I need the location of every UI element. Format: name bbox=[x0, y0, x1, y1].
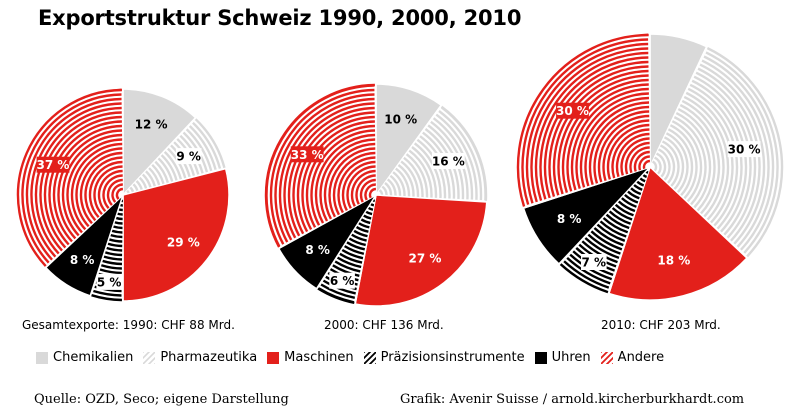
slice-label: 8 % bbox=[70, 253, 95, 267]
slice-label-bg bbox=[175, 148, 202, 165]
pie-2010: 30 % 18 % 7 % 8 % 30 % bbox=[516, 33, 784, 301]
slice-label-bg bbox=[96, 273, 122, 290]
legend-label-andere: Andere bbox=[617, 350, 665, 365]
legend-item-praezisionsinstrumente: Präzisionsinstrumente bbox=[363, 350, 525, 365]
slice-label-bg bbox=[556, 102, 589, 119]
slice-label: 16 % bbox=[432, 155, 465, 169]
credit-note: Grafik: Avenir Suisse / arnold.kircherbu… bbox=[400, 392, 745, 407]
slice-label: 30 % bbox=[556, 104, 589, 118]
legend-item-uhren: Uhren bbox=[534, 350, 591, 365]
caption-1990: Gesamtexporte: 1990: CHF 88 Mrd. bbox=[22, 318, 235, 332]
swatch-chemikalien bbox=[36, 351, 48, 364]
slice-label: 6 % bbox=[330, 274, 355, 288]
pie-2010-slice-andere: 30 % bbox=[516, 33, 651, 210]
pie-2000-slice-andere: 33 % bbox=[264, 83, 377, 250]
slice-label: 8 % bbox=[557, 212, 582, 226]
pie-1990-slice-maschinen: 29 % bbox=[122, 167, 230, 302]
pie-2010-slice-pharmazeutika: 30 % bbox=[649, 45, 784, 260]
pie-2010-slice-praezisionsinstrumente: 7 % bbox=[557, 166, 651, 295]
swatch-andere bbox=[600, 351, 613, 364]
chart-title: Exportstruktur Schweiz 1990, 2000, 2010 bbox=[38, 6, 522, 30]
legend-item-maschinen: Maschinen bbox=[267, 350, 354, 365]
legend-label-uhren: Uhren bbox=[551, 350, 591, 365]
slice-label: 37 % bbox=[37, 158, 70, 172]
caption-2000: 2000: CHF 136 Mrd. bbox=[324, 318, 444, 332]
legend-item-andere: Andere bbox=[600, 350, 665, 365]
slice-label-bg bbox=[290, 146, 324, 163]
pie-charts: 12 %9 %29 %5 %8 %37 %10 %16 %27 %6 %8 %3… bbox=[16, 33, 784, 307]
pie-2000-slice-praezisionsinstrumente: 6 % bbox=[315, 194, 377, 305]
swatch-uhren bbox=[534, 351, 547, 364]
pie-1990-slice-chemikalien: 12 % bbox=[122, 88, 197, 197]
slice-label-bg bbox=[431, 153, 465, 169]
slice-label: 30 % bbox=[728, 143, 761, 157]
slice-label-bg bbox=[727, 141, 761, 158]
pie-1990: 12 % 9 % 29 % 5 %8 % 37 % bbox=[16, 88, 230, 302]
slice-label: 9 % bbox=[176, 150, 201, 164]
source-note: Quelle: OZD, Seco; eigene Darstellung bbox=[34, 392, 289, 407]
pie-2000-slice-chemikalien: 10 % bbox=[375, 83, 443, 198]
slice-label-bg bbox=[36, 156, 70, 173]
legend-item-pharmazeutika: Pharmazeutika bbox=[143, 350, 257, 365]
pie-2010-slice-maschinen: 18 % bbox=[607, 165, 749, 301]
slice-label: 8 % bbox=[305, 243, 330, 257]
slice-label: 29 % bbox=[167, 235, 200, 249]
legend: Chemikalien Pharmazeutika Maschinen Präz… bbox=[36, 350, 674, 365]
pie-1990-slice-uhren: 8 % bbox=[44, 194, 124, 297]
legend-label-praezisionsinstrumente: Präzisionsinstrumente bbox=[380, 350, 525, 365]
slice-label-bg bbox=[581, 254, 607, 270]
legend-label-maschinen: Maschinen bbox=[284, 350, 354, 365]
legend-label-pharmazeutika: Pharmazeutika bbox=[160, 350, 258, 365]
swatch-praezisionsinstrumente bbox=[363, 351, 376, 364]
legend-label-chemikalien: Chemikalien bbox=[53, 350, 134, 365]
slice-label: 12 % bbox=[135, 118, 168, 132]
pie-2000-slice-maschinen: 27 % bbox=[354, 194, 488, 307]
pie-1990-slice-andere: 37 % bbox=[16, 88, 124, 269]
pie-1990-slice-pharmazeutika: 9 % bbox=[120, 116, 227, 197]
slice-label: 5 % bbox=[97, 275, 122, 289]
swatch-pharmazeutika bbox=[143, 351, 156, 364]
slice-label: 7 % bbox=[582, 256, 607, 270]
slice-label-bg bbox=[329, 272, 355, 289]
slice-label: 10 % bbox=[384, 113, 417, 127]
slice-label: 18 % bbox=[657, 253, 690, 267]
swatch-maschinen bbox=[267, 351, 280, 364]
pie-2000-slice-pharmazeutika: 16 % bbox=[374, 104, 488, 203]
pie-2000: 10 % 16 % 27 % 6 % 8 % 33 % bbox=[264, 83, 488, 307]
slice-label: 33 % bbox=[291, 148, 324, 162]
slice-label: 27 % bbox=[409, 252, 442, 266]
caption-2010: 2010: CHF 203 Mrd. bbox=[601, 318, 721, 332]
legend-item-chemikalien: Chemikalien bbox=[36, 350, 133, 365]
